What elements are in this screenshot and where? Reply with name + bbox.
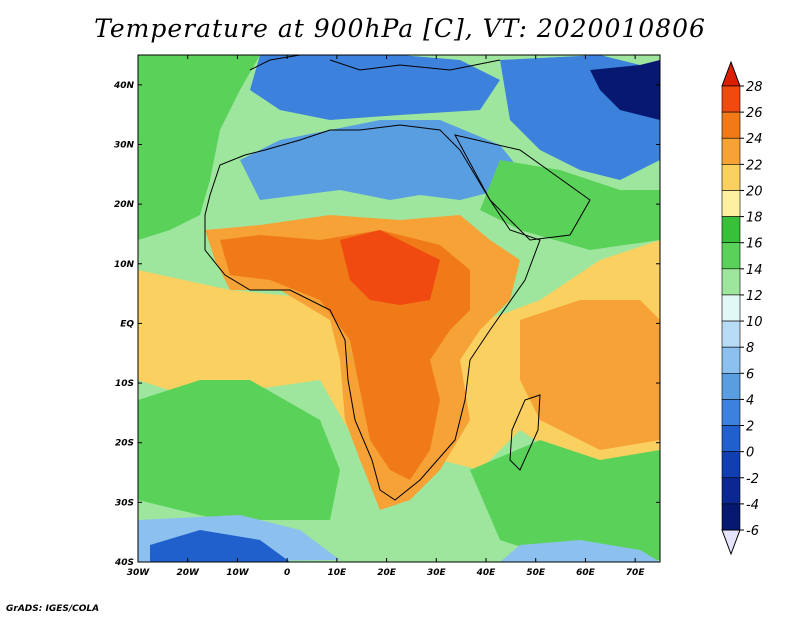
lon-tick-label: 30W <box>127 568 151 578</box>
credit-text: GrADS: IGES/COLA <box>6 604 100 614</box>
colorbar-segment <box>721 399 741 426</box>
colorbar-label: 14 <box>746 263 763 278</box>
colorbar-label: 2 <box>746 420 754 435</box>
lon-tick-label: 70E <box>626 568 646 578</box>
lat-tick-label: 40N <box>113 81 135 91</box>
lat-tick-label: 10S <box>115 379 134 389</box>
colorbar-label: 8 <box>746 341 754 356</box>
colorbar-segment <box>721 137 741 165</box>
colorbar-label: 4 <box>746 393 754 408</box>
colorbar-label: 16 <box>746 237 763 252</box>
lon-tick-label: 50E <box>526 568 546 578</box>
arabia-outline <box>454 134 591 241</box>
lat-tick-label: 10N <box>114 260 135 270</box>
field-north-green <box>138 55 260 240</box>
madagascar-outline <box>509 394 541 471</box>
lat-tick-label: 40S <box>114 558 134 568</box>
colorbar-segment <box>721 294 741 322</box>
lat-tick-labels: 40N 30N 20N 10N EQ 10S 20S 30S 40S <box>113 81 135 568</box>
field-indian-warm <box>520 300 660 450</box>
lat-tick-label: EQ <box>120 319 134 329</box>
lat-tick-label: 30N <box>114 140 135 150</box>
field-europe-cold <box>250 55 500 120</box>
colorbar-label: 18 <box>746 211 763 226</box>
field-arabia-green <box>480 160 660 250</box>
field-south-green <box>138 380 340 520</box>
europe-outline <box>249 55 501 71</box>
colorbar-bottom-arrow <box>721 529 741 556</box>
colorbar-segment <box>721 111 741 139</box>
colorbar-label: -6 <box>746 524 759 539</box>
colorbar-label: 6 <box>746 367 754 382</box>
lon-tick-label: 60E <box>576 568 596 578</box>
lat-tick-label: 30S <box>115 498 134 508</box>
colorbar-segment <box>721 346 741 374</box>
africa-outline <box>204 124 541 501</box>
field-arctic <box>590 60 660 120</box>
colorbar-segment <box>721 164 741 191</box>
colorbar-label: 26 <box>746 106 763 121</box>
lon-tick-label: 0 <box>284 568 290 578</box>
colorbar-segment <box>721 503 741 531</box>
lat-tick-label: 20S <box>115 439 134 449</box>
colorbar-segment <box>721 477 741 505</box>
colorbar-label: 24 <box>746 132 763 147</box>
colorbar-label: 28 <box>746 80 763 95</box>
colorbar-segment <box>721 242 741 270</box>
colorbar-segment <box>721 372 741 400</box>
field-africa-hottest <box>340 230 440 305</box>
axis-ticks <box>137 55 660 563</box>
colorbar-label: 20 <box>746 184 763 199</box>
field-south-east-cold <box>500 540 660 562</box>
temperature-field <box>138 55 660 562</box>
lon-tick-label: 10E <box>328 568 348 578</box>
colorbar-label: 0 <box>746 446 754 461</box>
colorbar-label: 22 <box>746 158 763 173</box>
lon-tick-label: 30E <box>427 568 447 578</box>
colorbar-label: 10 <box>746 315 763 330</box>
colorbar-label: 12 <box>746 289 763 304</box>
plot-title: Temperature at 900hPa [C], VT: 202001080… <box>94 14 706 43</box>
colorbar-segment <box>721 320 741 348</box>
colorbar-segment <box>721 268 741 296</box>
field-south-indian-green <box>470 440 660 560</box>
lon-tick-label: 10W <box>226 568 250 578</box>
lon-tick-label: 20W <box>176 568 200 578</box>
colorbar-segment <box>721 85 741 113</box>
colorbar-segment <box>721 425 741 452</box>
colorbar-top-arrow <box>721 60 741 87</box>
lon-tick-label: 40E <box>476 568 497 578</box>
colorbar-segment <box>721 190 741 217</box>
coastlines <box>204 55 591 501</box>
colorbar-label: -4 <box>746 498 759 513</box>
colorbar-segment <box>721 451 741 479</box>
lat-tick-label: 20N <box>114 200 135 210</box>
lon-tick-labels: 30W 20W 10W 0 10E 20E 30E 40E 50E 60E 70E <box>127 568 646 578</box>
plot-frame <box>137 54 661 563</box>
lon-tick-label: 20E <box>377 568 397 578</box>
colorbar-label: -2 <box>746 472 759 487</box>
colorbar-segment <box>721 216 741 244</box>
field-south-verycold <box>150 530 290 562</box>
